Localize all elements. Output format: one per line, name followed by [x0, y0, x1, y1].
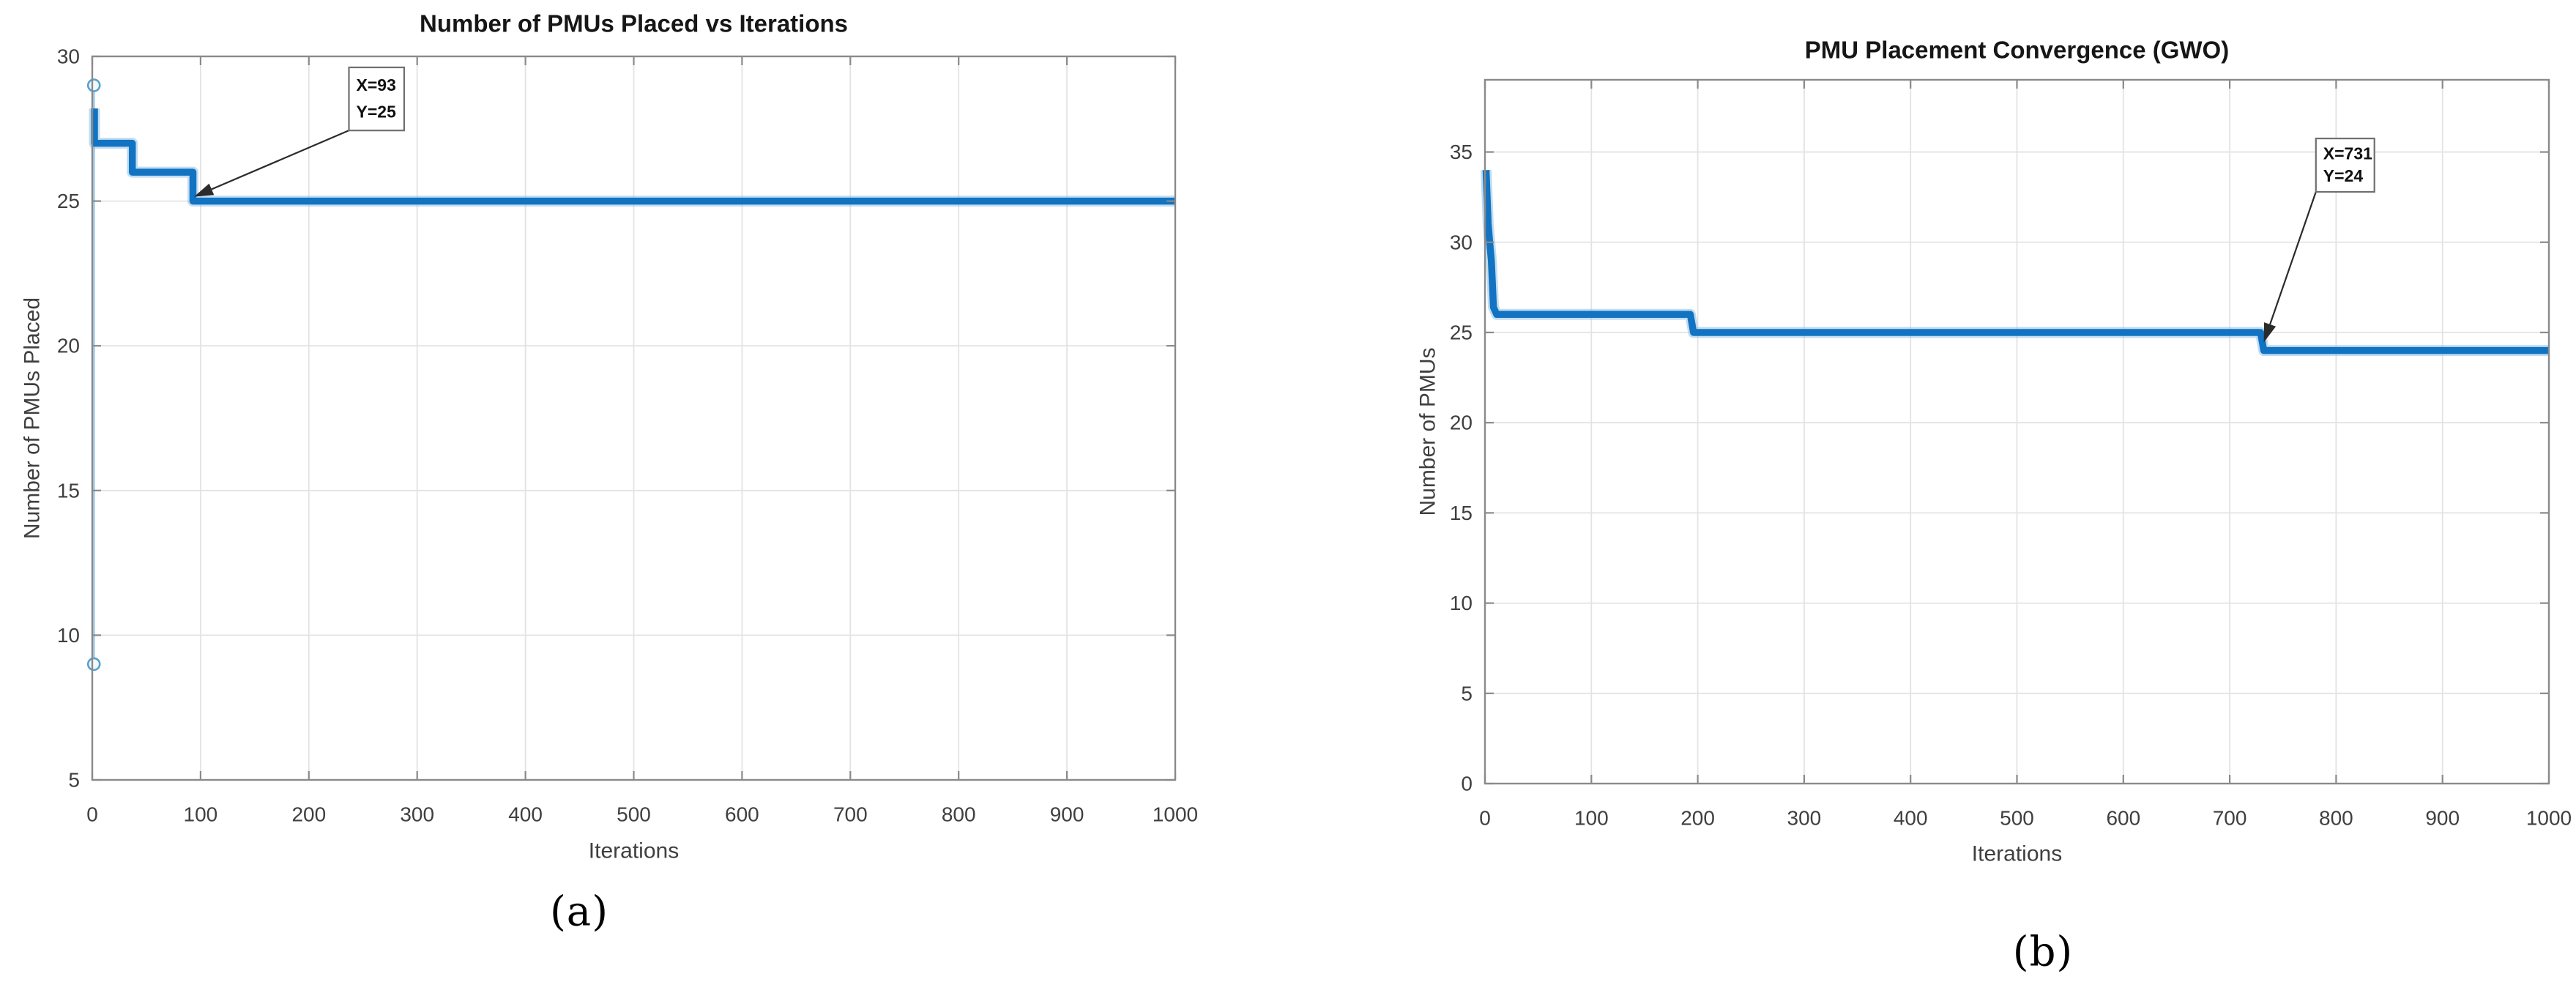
y-tick-label: 20 — [57, 335, 80, 357]
x-tick-label: 400 — [508, 803, 543, 826]
x-tick-label: 300 — [400, 803, 434, 826]
chart-b-svg: 0 100 200 300 400 500 600 700 800 900 1000 0 5 10 15 20… — [1416, 37, 2572, 866]
y-tick-label: 5 — [1461, 682, 1473, 704]
y-tick-label: 20 — [1450, 412, 1473, 434]
y-tick-label: 35 — [1450, 141, 1473, 163]
x-tick-label: 100 — [1574, 807, 1609, 830]
annotation-text: Y=24 — [2323, 166, 2364, 185]
annotation-box — [348, 66, 406, 132]
y-tick-label: 10 — [1450, 592, 1473, 614]
y-tick-label: 30 — [1450, 231, 1473, 253]
x-tick-label: 600 — [725, 803, 759, 826]
x-tick-label: 700 — [833, 803, 868, 826]
chart-a: 0 100 200 300 400 500 600 700 800 900 1000 5 10 15 20 2… — [21, 10, 1199, 863]
x-axis-label: Iterations — [1972, 842, 2062, 866]
data-point-marker — [86, 78, 101, 92]
y-tick-label: 30 — [57, 45, 80, 68]
annotation-arrow-line — [211, 130, 349, 190]
annotation-text: Y=25 — [357, 102, 397, 121]
chart-a-svg: 0 100 200 300 400 500 600 700 800 900 1000 5 10 15 20 2… — [21, 10, 1199, 863]
caption-b: (b) — [2012, 928, 2074, 976]
x-tick-label: 1000 — [1153, 803, 1198, 826]
x-tick-label: 500 — [617, 803, 651, 826]
y-tick-label: 25 — [57, 190, 80, 212]
x-tick-label: 200 — [291, 803, 326, 826]
y-tick-label: 25 — [1450, 321, 1473, 343]
chart-b: 0 100 200 300 400 500 600 700 800 900 1000 0 5 10 15 20… — [1289, 0, 2576, 1004]
series-line — [91, 108, 1175, 205]
x-tick-label: 700 — [2213, 807, 2247, 830]
x-tick-label: 0 — [1479, 807, 1491, 830]
annotation-arrow-line — [2269, 191, 2317, 325]
y-tick-label: 15 — [57, 479, 80, 502]
data-point-marker — [86, 657, 101, 672]
y-tick-label: 15 — [1450, 502, 1473, 524]
annotation-text: X=731 — [2323, 144, 2372, 163]
y-tick-label: 5 — [68, 769, 80, 792]
x-tick-label: 900 — [1050, 803, 1084, 826]
x-tick-label: 800 — [942, 803, 976, 826]
series-line — [1482, 170, 2549, 354]
x-tick-label: 0 — [86, 803, 98, 826]
x-tick-label: 500 — [2000, 807, 2034, 830]
annotation-box — [2315, 137, 2375, 193]
x-tick-label: 100 — [184, 803, 218, 826]
chart-title: Number of PMUs Placed vs Iterations — [420, 10, 848, 37]
x-tick-label: 200 — [1680, 807, 1715, 830]
x-tick-label: 300 — [1787, 807, 1822, 830]
y-axis-label: Number of PMUs — [1416, 347, 1440, 516]
annotation-arrowhead — [2263, 322, 2277, 343]
x-tick-label: 600 — [2106, 807, 2140, 830]
x-tick-label: 400 — [1894, 807, 1928, 830]
y-axis-label: Number of PMUs Placed — [21, 297, 45, 539]
x-tick-label: 800 — [2319, 807, 2353, 830]
y-tick-label: 0 — [1461, 773, 1473, 795]
x-tick-label: 1000 — [2526, 807, 2572, 830]
chart-title: PMU Placement Convergence (GWO) — [1805, 37, 2229, 64]
annotation-arrowhead — [194, 183, 215, 197]
x-axis-label: Iterations — [589, 839, 679, 863]
y-tick-label: 10 — [57, 624, 80, 647]
annotation-text: X=93 — [357, 75, 396, 94]
x-tick-label: 900 — [2425, 807, 2460, 830]
caption-a: (a) — [549, 888, 609, 936]
